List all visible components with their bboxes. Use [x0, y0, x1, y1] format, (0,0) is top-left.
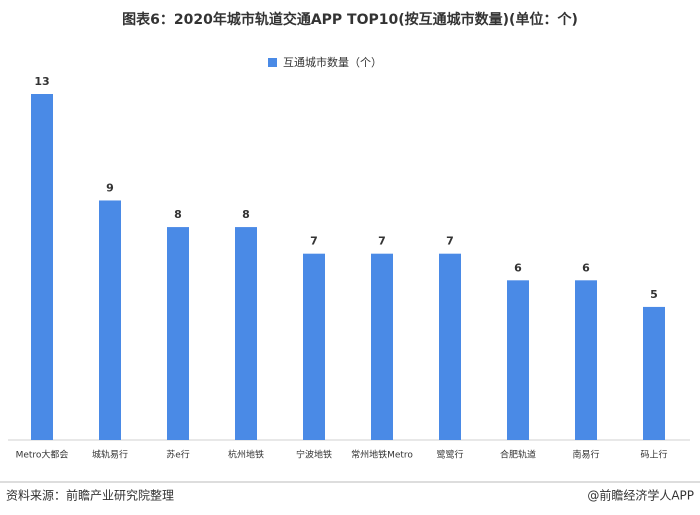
bar: [235, 227, 257, 440]
bar: [31, 94, 53, 440]
value-label: 9: [106, 181, 114, 194]
x-tick-label: 城轨易行: [92, 449, 128, 461]
x-tick-label: 宁波地铁: [296, 449, 332, 461]
bar: [643, 306, 665, 440]
source-note: 资料来源：前瞻产业研究院整理: [6, 488, 174, 503]
x-tick-label: 杭州地铁: [228, 449, 264, 461]
value-label: 6: [514, 261, 522, 274]
credit: @前瞻经济学人APP: [587, 488, 694, 503]
bar: [507, 280, 529, 440]
bar: [303, 253, 325, 440]
value-label: 6: [582, 261, 590, 274]
legend-swatch: [268, 58, 277, 67]
bar: [575, 280, 597, 440]
value-label: 7: [310, 235, 318, 248]
value-label: 7: [378, 235, 386, 248]
value-label: 5: [650, 288, 658, 301]
x-tick-label: 鹭鹭行: [436, 449, 463, 461]
x-tick-label: Metro大都会: [16, 449, 69, 461]
bar: [439, 253, 461, 440]
bar: [99, 200, 121, 440]
x-tick-label: 苏e行: [166, 449, 190, 461]
x-tick-label: 常州地铁Metro: [351, 449, 413, 461]
chart-title: 图表6：2020年城市轨道交通APP TOP10(按互通城市数量)(单位：个): [122, 11, 578, 28]
bar: [167, 227, 189, 440]
x-tick-label: 南易行: [572, 449, 599, 461]
x-tick-label: 合肥轨道: [500, 449, 536, 461]
value-label: 13: [34, 75, 49, 88]
value-label: 8: [174, 208, 182, 221]
bar: [371, 253, 393, 440]
value-label: 7: [446, 235, 454, 248]
legend-label: 互通城市数量（个）: [283, 55, 382, 69]
value-label: 8: [242, 208, 250, 221]
x-tick-label: 码上行: [640, 449, 667, 461]
